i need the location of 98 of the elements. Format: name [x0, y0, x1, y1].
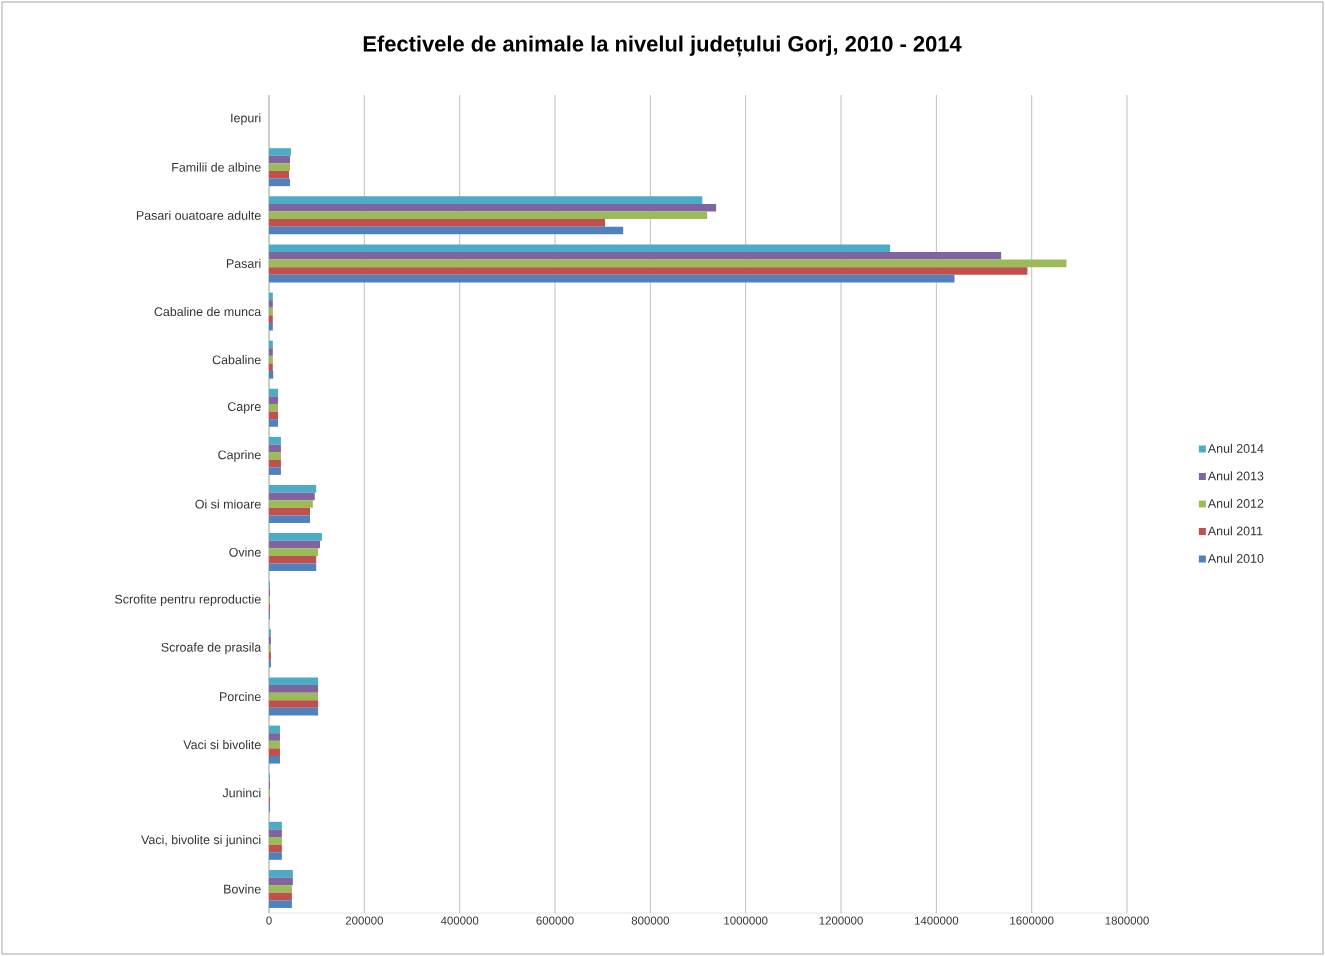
- bar: [269, 155, 290, 164]
- bar: [269, 396, 279, 404]
- legend-label: Anul 2014: [1207, 443, 1264, 453]
- y-tick-label: Scrofite pentru reproductie: [115, 594, 261, 607]
- bar: [269, 203, 717, 212]
- bar: [269, 274, 955, 283]
- chart-title: Efectivele de animale la nivelul județului Gorj, 2010 - 2014: [363, 35, 962, 57]
- y-tick-label: Vaci, bivolite si juninci: [141, 835, 261, 847]
- y-tick-label: Juninci: [222, 788, 261, 798]
- bar: [269, 444, 281, 453]
- bar: [269, 533, 322, 541]
- x-tick-label: 1000000: [724, 916, 768, 925]
- bar: [269, 148, 291, 156]
- bar: [269, 315, 273, 323]
- bar: [269, 540, 321, 549]
- bar: [269, 436, 281, 445]
- x-tick-label: 800000: [631, 916, 670, 925]
- y-tick-label: Oi si mioare: [195, 499, 261, 509]
- bar: [269, 292, 273, 301]
- y-tick-label: Porcine: [220, 691, 261, 702]
- y-tick-label: Iepuri: [231, 113, 261, 125]
- bar: [269, 548, 319, 556]
- bar: [269, 371, 274, 379]
- bar: [269, 756, 280, 764]
- y-tick-label: Familii de albine: [172, 162, 261, 172]
- y-tick-label: Capre: [227, 402, 261, 414]
- x-tick-label: 1400000: [914, 916, 959, 925]
- legend-label: Anul 2010: [1207, 553, 1264, 563]
- y-tick-label: Bovine: [224, 884, 261, 894]
- bar: [269, 178, 290, 187]
- y-tick-label: Vaci si bivolite: [183, 740, 261, 750]
- bar: [269, 388, 279, 397]
- y-tick-label: Caprine: [218, 450, 261, 462]
- y-tick-label: Ovine: [229, 547, 261, 557]
- bar: [269, 685, 319, 693]
- legend-label: Anul 2012: [1207, 498, 1264, 508]
- bar: [269, 733, 280, 741]
- bar: [269, 419, 279, 427]
- bar: [269, 363, 273, 372]
- bar: [269, 492, 315, 501]
- bar: [269, 677, 319, 686]
- y-tick-label: Cabaline: [212, 355, 261, 365]
- bar: [269, 467, 281, 475]
- bar: [269, 267, 1028, 275]
- bar: [269, 340, 273, 349]
- bar: [269, 411, 279, 420]
- bar: [269, 163, 290, 171]
- bar: [269, 211, 708, 220]
- bar: [269, 244, 891, 253]
- bar: [269, 348, 273, 356]
- bar: [269, 563, 317, 572]
- y-tick-label: Pasari: [226, 258, 261, 268]
- bar: [269, 300, 273, 308]
- bar: [269, 226, 624, 235]
- bar: [269, 485, 317, 493]
- bar: [269, 700, 319, 708]
- bar: [269, 740, 280, 749]
- bar: [269, 555, 317, 564]
- legend-label: Anul 2013: [1207, 471, 1264, 481]
- bar: [269, 259, 1067, 268]
- y-tick-label: Cabaline de munca: [154, 306, 262, 317]
- bar: [269, 725, 280, 734]
- bar: [269, 515, 310, 523]
- bar: [269, 877, 293, 886]
- bar: [269, 219, 606, 227]
- bar: [269, 692, 319, 701]
- bar: [269, 322, 273, 331]
- y-tick-label: Scroafe de prasila: [161, 642, 262, 655]
- bar: [269, 852, 282, 860]
- bar: [269, 844, 282, 853]
- bar: [269, 252, 1002, 260]
- x-tick-label: 200000: [345, 916, 383, 925]
- bar: [269, 307, 273, 316]
- bar: [269, 355, 273, 364]
- bar: [269, 900, 292, 908]
- legend-label: Anul 2011: [1207, 526, 1263, 536]
- bar: [269, 170, 290, 179]
- bar: [269, 829, 282, 838]
- bar: [269, 507, 310, 516]
- x-tick-label: 1200000: [819, 916, 863, 925]
- bar: [269, 892, 292, 901]
- x-tick-label: 0: [266, 916, 272, 925]
- bar: [269, 821, 282, 830]
- bar: [269, 500, 313, 508]
- bar: [269, 707, 319, 716]
- x-tick-label: 600000: [536, 916, 574, 925]
- bar: [269, 196, 703, 204]
- x-tick-label: 1800000: [1105, 916, 1149, 925]
- y-tick-label: Pasari ouatoare adulte: [136, 210, 261, 220]
- bar: [269, 869, 293, 878]
- bar: [269, 452, 281, 460]
- bar: [269, 403, 279, 412]
- bar: [269, 837, 282, 845]
- bar: [269, 459, 281, 468]
- bar: [269, 748, 280, 756]
- x-tick-label: 400000: [440, 916, 479, 925]
- x-tick-label: 1600000: [1010, 916, 1054, 925]
- bar: [269, 885, 292, 893]
